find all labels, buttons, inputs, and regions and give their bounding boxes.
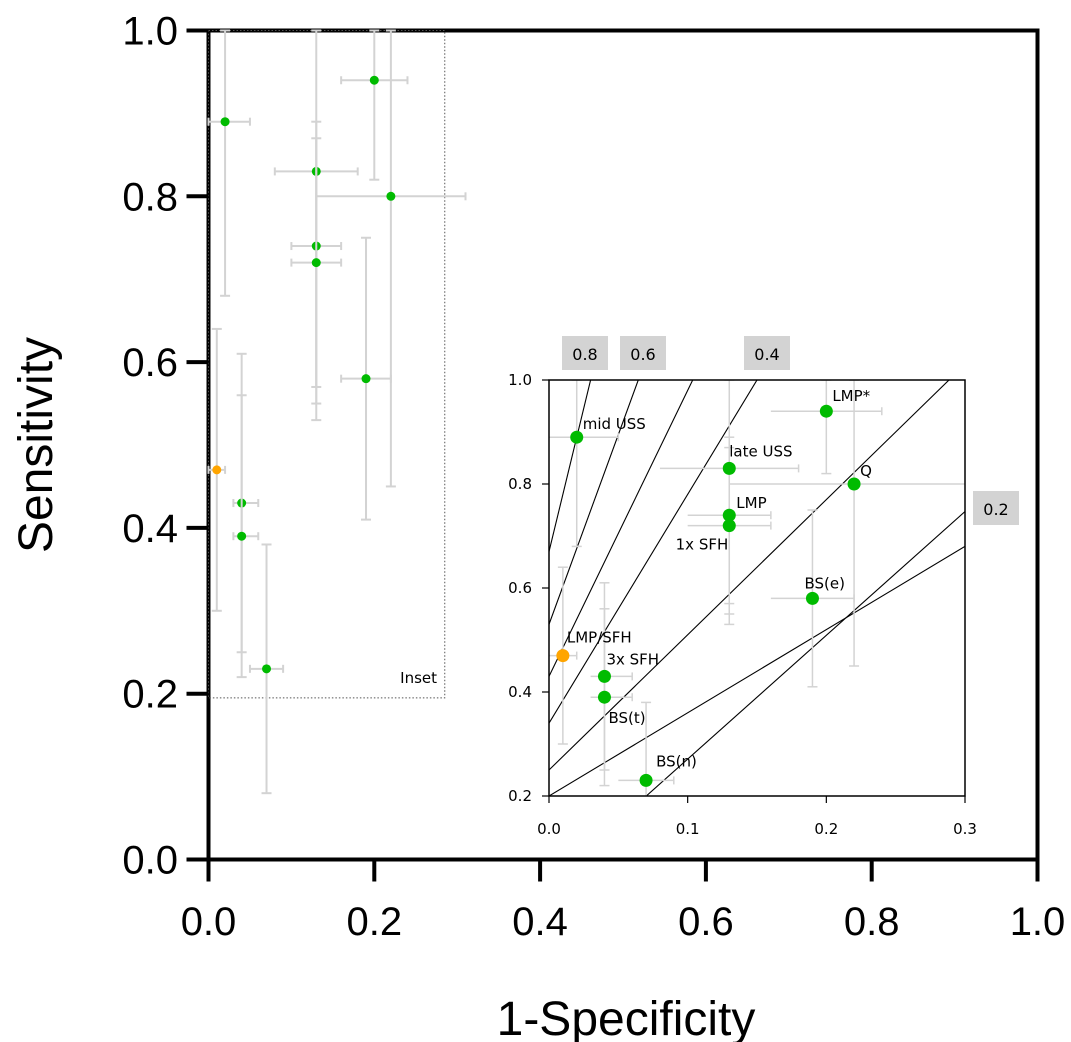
data-point [262, 664, 272, 674]
data-point [311, 258, 321, 268]
x-tick-label: 0.0 [181, 900, 237, 944]
x-tick-label: 0.6 [678, 900, 734, 944]
inset-data-point [847, 477, 861, 491]
main-plot-frame [206, 28, 1040, 862]
x-axis-title: 1-Specificity [497, 993, 756, 1042]
inset-plot: 0.8 0.6 0.4 0.2 0.0 0.1 0.2 0.3 0.2 0.4 0.6 0.8 1.0 m… [508, 336, 1019, 838]
reference-line-label: 0.4 [754, 345, 779, 364]
inset-x-tick-label: 0.3 [953, 820, 977, 838]
inset-y-tick-label: 0.6 [508, 579, 532, 597]
data-point [237, 531, 247, 541]
inset-point-label: BS(t) [608, 709, 645, 727]
inset-data-point [819, 404, 833, 418]
inset-y-tick-label: 0.2 [508, 787, 532, 805]
inset-x-tick-label: 0.0 [537, 820, 561, 838]
inset-data-point [597, 669, 611, 683]
inset-data-point [722, 461, 736, 475]
inset-data-point [722, 519, 736, 533]
inset-data-point [805, 591, 819, 605]
y-tick-label: 0.6 [122, 341, 178, 385]
inset-point-label: LMP [736, 494, 766, 512]
reference-line-label-box [744, 336, 790, 370]
reference-line [549, 380, 694, 677]
y-tick-label: 0.4 [122, 507, 178, 551]
reference-line-label-box [562, 336, 608, 370]
y-tick-label: 0.2 [122, 673, 178, 717]
x-tick-label: 1.0 [1010, 900, 1066, 944]
y-axis-title: Sensitivity [10, 337, 63, 553]
inset-data-point [722, 508, 736, 522]
inset-point-label: late USS [729, 442, 792, 460]
inset-data-point [597, 690, 611, 704]
inset-y-tick-label: 0.8 [508, 475, 532, 493]
reference-line-label: 0.8 [572, 345, 597, 364]
x-tick-label: 0.8 [844, 900, 900, 944]
inset-indicator-box [208, 30, 446, 699]
reference-line-label-box [973, 491, 1019, 525]
data-point [369, 75, 379, 85]
data-point [212, 465, 222, 475]
reference-line [549, 380, 950, 771]
reference-line [645, 511, 965, 796]
inset-frame [548, 379, 966, 797]
y-tick-label: 0.0 [122, 839, 178, 883]
y-tick-label: 0.8 [122, 175, 178, 219]
inset-data-point [639, 773, 653, 787]
inset-point-label: 3x SFH [606, 650, 659, 668]
data-point [220, 117, 230, 127]
inset-x-tick-label: 0.2 [814, 820, 838, 838]
reference-line-label: 0.6 [630, 345, 655, 364]
inset-x-tick-label: 0.1 [676, 820, 700, 838]
reference-line-label-box [620, 336, 666, 370]
reference-line [549, 545, 965, 796]
x-tick-label: 0.4 [512, 900, 568, 944]
inset-point-label: Q [860, 462, 872, 480]
reference-line-label: 0.2 [983, 500, 1008, 519]
x-tick-label: 0.2 [346, 900, 402, 944]
inset-point-label: BS(e) [804, 574, 844, 592]
inset-box-label: Inset [400, 669, 437, 687]
inset-point-label: LMP* [832, 387, 870, 405]
y-tick-label: 1.0 [122, 10, 178, 54]
inset-error-bars [549, 380, 965, 796]
inset-data-point [556, 649, 570, 663]
inset-point-label: mid USS [583, 415, 646, 433]
inset-point-label: LMP/SFH [567, 629, 632, 647]
data-point [361, 374, 371, 384]
inset-point-label: 1x SFH [676, 536, 729, 554]
inset-y-tick-label: 1.0 [508, 371, 532, 389]
inset-point-label: BS(n) [656, 752, 697, 770]
main-plot: 0.0 0.2 0.4 0.6 0.8 1.0 0.0 0.2 0.4 0.6 0.8 1.0 [122, 10, 1065, 945]
inset-y-tick-label: 0.4 [508, 683, 532, 701]
data-point [386, 191, 396, 201]
inset-data-point [570, 430, 584, 444]
